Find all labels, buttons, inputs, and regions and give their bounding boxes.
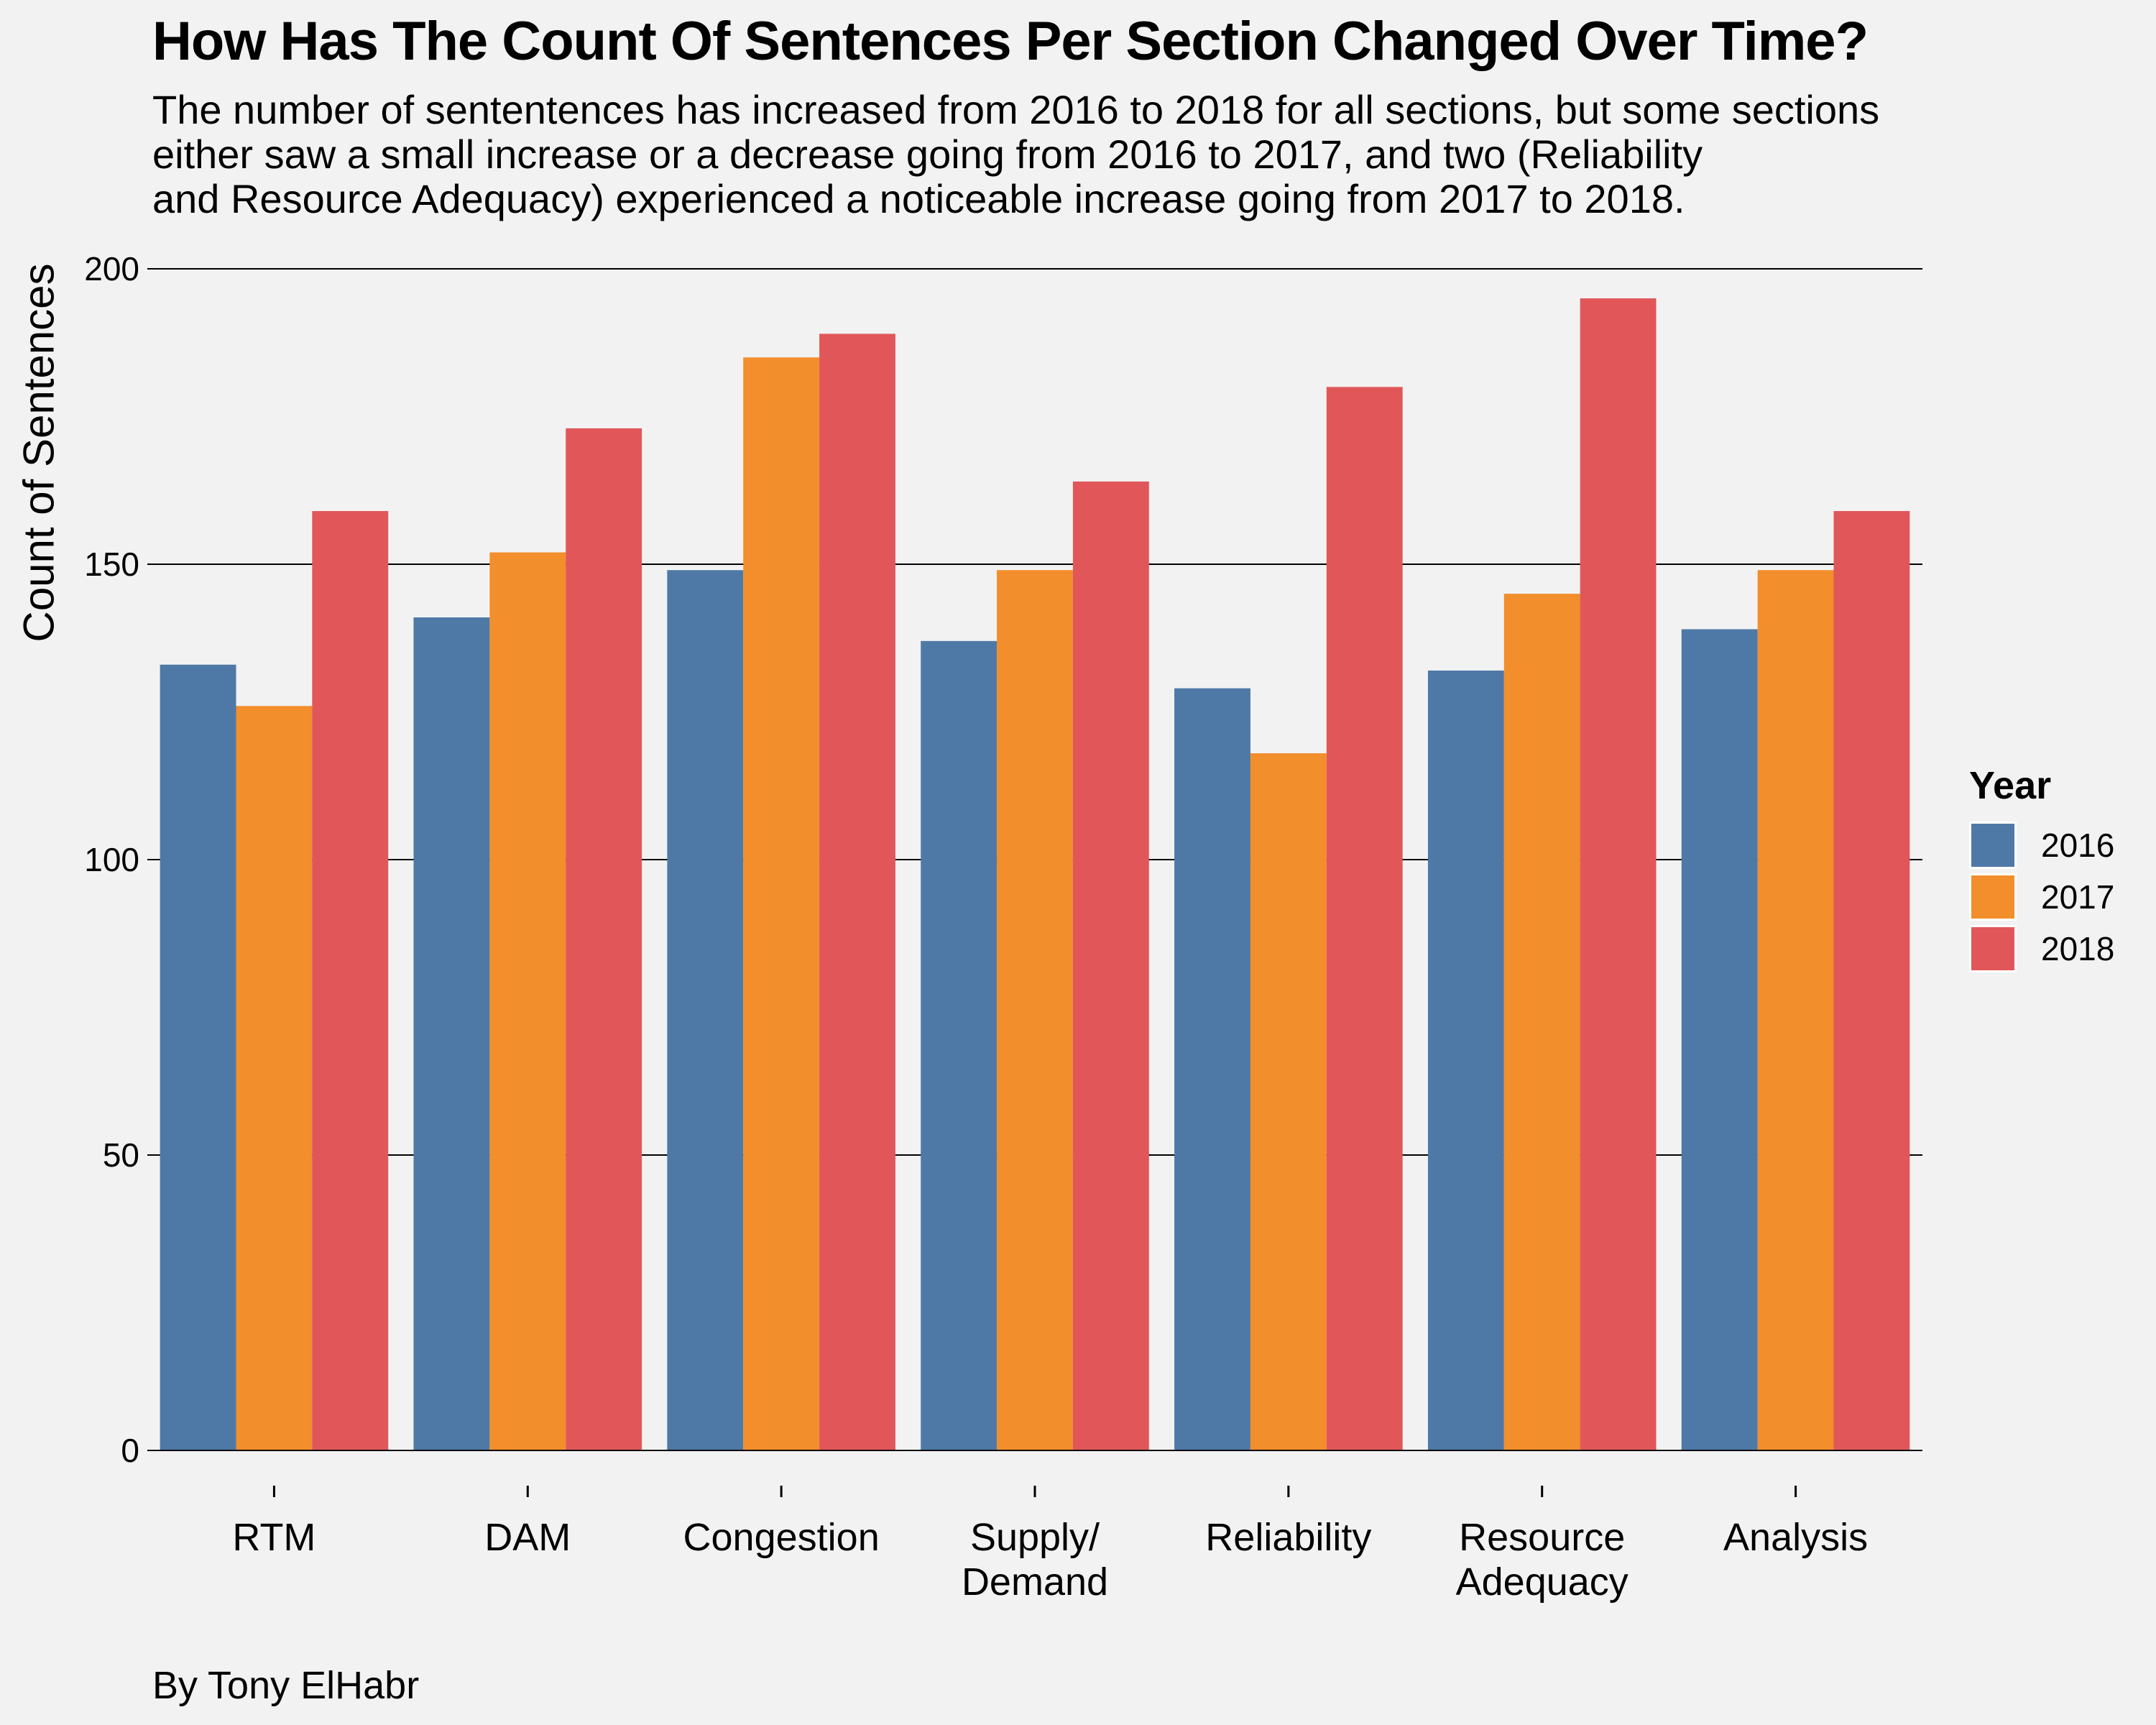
bar-2016 [1427,670,1504,1451]
legend-label: 2018 [2041,930,2115,967]
bar-2017 [489,552,566,1450]
bar-2018 [312,511,389,1450]
chart-caption: By Tony ElHabr [152,1664,420,1707]
legend-item-2018: 2018 [1969,923,2114,975]
bar-2016 [1174,688,1250,1450]
legend-label: 2016 [2041,827,2115,864]
bar-2016 [667,570,744,1450]
legend-swatch [1969,822,2017,869]
bar-2017 [1757,570,1834,1450]
bar-2018 [566,428,642,1451]
x-tick-label-line: Adequacy [1456,1560,1628,1604]
y-tick-label: 50 [103,1136,139,1174]
legend-title: Year [1969,764,2052,807]
x-tick-label-line: Reliability [1205,1516,1371,1559]
legend: Year 2016 2017 2018 [1969,763,2114,975]
x-tick-label: DAM [484,1516,571,1559]
bar-2018 [819,334,895,1450]
x-tick-label-line: Resource [1459,1516,1625,1559]
bar-2017 [236,706,313,1450]
bar-2018 [1326,387,1403,1450]
subtitle-line: either saw a small increase or a decreas… [152,132,1703,177]
x-tick-label: RTM [232,1516,315,1559]
legend-swatch [1969,873,2017,921]
bar-2016 [921,640,998,1450]
bar-2017 [1250,753,1327,1450]
bar-2018 [1580,298,1657,1451]
y-tick-label: 0 [121,1432,139,1469]
x-tick-label-line: Analysis [1723,1516,1868,1559]
x-tick-label-line: DAM [484,1516,571,1559]
x-tick-label-line: Congestion [683,1516,880,1559]
chart-subtitle: The number of sententences has increased… [152,88,1879,221]
legend-item-2016: 2016 [1969,819,2114,871]
bar-2017 [997,570,1073,1450]
x-tick-label-line: Demand [962,1560,1108,1604]
y-tick-label: 200 [84,250,139,288]
subtitle-line: The number of sententences has increased… [152,87,1880,132]
legend-swatch [1969,925,2017,972]
legend-item-2017: 2017 [1969,871,2114,923]
legend-label: 2017 [2041,878,2115,916]
x-tick-label: Resource Adequacy [1456,1516,1628,1604]
x-tick-label: Reliability [1205,1516,1371,1559]
subtitle-line: and Resource Adequacy) experienced a not… [152,176,1685,221]
bar-2018 [1072,481,1149,1451]
x-tick-label: Analysis [1723,1516,1868,1559]
y-tick-label: 150 [84,546,139,583]
bar-2017 [743,357,820,1450]
bar-2017 [1503,594,1580,1450]
x-tick-label-line: RTM [232,1516,315,1559]
bar-2016 [413,617,490,1450]
x-tick-label: Supply/Demand [962,1516,1108,1604]
y-tick-label: 100 [84,841,139,878]
x-tick-label: Congestion [683,1516,880,1559]
chart-title: How Has The Count Of Sentences Per Secti… [152,11,1869,72]
bar-2016 [1681,629,1758,1451]
bar-2018 [1833,511,1910,1450]
bar-2016 [160,664,236,1450]
x-tick-label-line: Supply/ [970,1516,1100,1559]
